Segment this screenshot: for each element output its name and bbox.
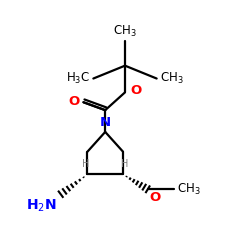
Text: O: O bbox=[68, 95, 80, 108]
Text: CH$_3$: CH$_3$ bbox=[160, 71, 183, 86]
Text: H: H bbox=[82, 158, 90, 168]
Text: H$_2$N: H$_2$N bbox=[26, 197, 57, 214]
Text: O: O bbox=[130, 84, 141, 97]
Text: CH$_3$: CH$_3$ bbox=[113, 24, 137, 39]
Text: O: O bbox=[150, 191, 161, 204]
Text: H: H bbox=[121, 158, 128, 168]
Text: H$_3$C: H$_3$C bbox=[66, 71, 90, 86]
Text: CH$_3$: CH$_3$ bbox=[178, 182, 201, 197]
Text: N: N bbox=[100, 116, 111, 129]
